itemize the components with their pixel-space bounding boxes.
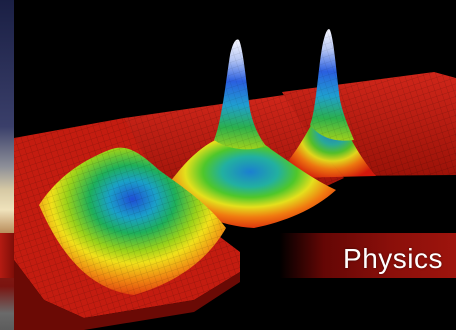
adjacent-caption-band: [0, 233, 14, 278]
caption-label: Physics: [343, 243, 443, 274]
bose-einstein-condensate-image: [14, 0, 456, 330]
bottom-border: [0, 330, 458, 333]
caption-band: [15, 233, 456, 278]
condensate-peaks-graphic: [14, 0, 456, 330]
adjacent-image-strip: [0, 0, 15, 333]
